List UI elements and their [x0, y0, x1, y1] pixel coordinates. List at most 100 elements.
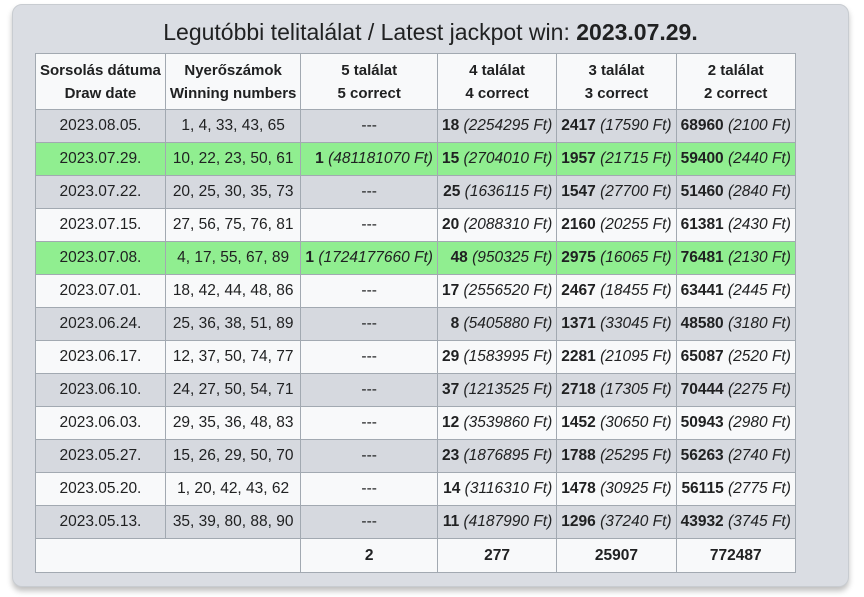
table-row: 2023.08.05. 1, 4, 33, 43, 65 --- 18 (225429… — [35, 109, 796, 143]
four-correct-cell: 20 (2088310 Ft) — [436, 208, 558, 242]
page-title: Legutóbbi telitalálat / Latest jackpot w… — [13, 19, 848, 46]
table-row: 2023.06.24. 25, 36, 38, 51, 89 --- 8 (54058… — [35, 307, 796, 341]
three-correct-cell: 1371 (33045 Ft) — [556, 307, 677, 341]
header-2-correct: 2 találat 2 correct — [675, 53, 796, 110]
winning-numbers-cell: 18, 42, 44, 48, 86 — [164, 274, 302, 308]
draw-date-cell: 2023.07.01. — [35, 274, 166, 308]
winning-numbers-cell: 4, 17, 55, 67, 89 — [164, 241, 302, 275]
three-correct-cell: 2467 (18455 Ft) — [556, 274, 677, 308]
five-correct-cell: --- — [300, 307, 438, 341]
table-row: 2023.07.29. 10, 22, 23, 50, 61 1 (48118107… — [35, 142, 796, 176]
two-correct-cell: 48580 (3180 Ft) — [675, 307, 796, 341]
draw-date-cell: 2023.07.08. — [35, 241, 166, 275]
four-correct-cell: 25 (1636115 Ft) — [436, 175, 558, 209]
header-draw-date: Sorsolás dátuma Draw date — [35, 53, 166, 110]
four-correct-cell: 17 (2556520 Ft) — [436, 274, 558, 308]
two-correct-cell: 59400 (2440 Ft) — [675, 142, 796, 176]
header-5-correct: 5 találat 5 correct — [300, 53, 438, 110]
four-correct-cell: 11 (4187990 Ft) — [436, 505, 558, 539]
three-correct-cell: 2417 (17590 Ft) — [556, 109, 677, 143]
four-correct-cell: 12 (3539860 Ft) — [436, 406, 558, 440]
five-correct-cell: --- — [300, 505, 438, 539]
two-correct-cell: 76481 (2130 Ft) — [675, 241, 796, 275]
two-correct-cell: 65087 (2520 Ft) — [675, 340, 796, 374]
table-row: 2023.07.08. 4, 17, 55, 67, 89 1 (172417766… — [35, 241, 796, 275]
draw-date-cell: 2023.05.20. — [35, 472, 166, 506]
winning-numbers-cell: 1, 4, 33, 43, 65 — [164, 109, 302, 143]
four-correct-cell: 8 (5405880 Ft) — [436, 307, 558, 341]
total-3-correct: 25907 — [556, 538, 677, 573]
winning-numbers-cell: 1, 20, 42, 43, 62 — [164, 472, 302, 506]
winning-numbers-cell: 20, 25, 30, 35, 73 — [164, 175, 302, 209]
draw-date-cell: 2023.07.15. — [35, 208, 166, 242]
two-correct-cell: 56263 (2740 Ft) — [675, 439, 796, 473]
three-correct-cell: 1452 (30650 Ft) — [556, 406, 677, 440]
table-row: 2023.05.13. 35, 39, 80, 88, 90 --- 11 (4187… — [35, 505, 796, 539]
four-correct-cell: 15 (2704010 Ft) — [436, 142, 558, 176]
five-correct-cell: --- — [300, 208, 438, 242]
winning-numbers-cell: 25, 36, 38, 51, 89 — [164, 307, 302, 341]
winning-numbers-cell: 10, 22, 23, 50, 61 — [164, 142, 302, 176]
table-row: 2023.06.10. 24, 27, 50, 54, 71 --- 37 (1213… — [35, 373, 796, 407]
total-2-correct: 772487 — [675, 538, 796, 573]
header-winning-numbers: Nyerőszámok Winning numbers — [164, 53, 302, 110]
draw-date-cell: 2023.05.13. — [35, 505, 166, 539]
total-4-correct: 277 — [436, 538, 558, 573]
two-correct-cell: 63441 (2445 Ft) — [675, 274, 796, 308]
table-body: 2023.08.05. 1, 4, 33, 43, 65 --- 18 (225429… — [35, 109, 796, 539]
three-correct-cell: 1478 (30925 Ft) — [556, 472, 677, 506]
table-row: 2023.07.22. 20, 25, 30, 35, 73 --- 25 (1636… — [35, 175, 796, 209]
two-correct-cell: 51460 (2840 Ft) — [675, 175, 796, 209]
two-correct-cell: 43932 (3745 Ft) — [675, 505, 796, 539]
table-row: 2023.07.01. 18, 42, 44, 48, 86 --- 17 (2556… — [35, 274, 796, 308]
total-5-correct: 2 — [300, 538, 438, 573]
three-correct-cell: 2975 (16065 Ft) — [556, 241, 677, 275]
three-correct-cell: 1547 (27700 Ft) — [556, 175, 677, 209]
draw-date-cell: 2023.06.24. — [35, 307, 166, 341]
title-jackpot-date: 2023.07.29. — [576, 19, 698, 45]
draw-date-cell: 2023.06.10. — [35, 373, 166, 407]
four-correct-cell: 14 (3116310 Ft) — [436, 472, 558, 506]
winning-numbers-cell: 29, 35, 36, 48, 83 — [164, 406, 302, 440]
draw-date-cell: 2023.08.05. — [35, 109, 166, 143]
five-correct-cell: --- — [300, 373, 438, 407]
draw-date-cell: 2023.07.29. — [35, 142, 166, 176]
four-correct-cell: 29 (1583995 Ft) — [436, 340, 558, 374]
table-header-row: Sorsolás dátuma Draw date Nyerőszámok Winn… — [35, 53, 796, 110]
three-correct-cell: 2281 (21095 Ft) — [556, 340, 677, 374]
three-correct-cell: 1296 (37240 Ft) — [556, 505, 677, 539]
winning-numbers-cell: 35, 39, 80, 88, 90 — [164, 505, 302, 539]
four-correct-cell: 48 (950325 Ft) — [436, 241, 558, 275]
totals-blank — [34, 538, 302, 573]
three-correct-cell: 1788 (25295 Ft) — [556, 439, 677, 473]
two-correct-cell: 56115 (2775 Ft) — [675, 472, 796, 506]
three-correct-cell: 1957 (21715 Ft) — [556, 142, 677, 176]
two-correct-cell: 50943 (2980 Ft) — [675, 406, 796, 440]
winning-numbers-cell: 27, 56, 75, 76, 81 — [164, 208, 302, 242]
table-row: 2023.06.03. 29, 35, 36, 48, 83 --- 12 (3539… — [35, 406, 796, 440]
five-correct-cell: --- — [300, 406, 438, 440]
five-correct-cell: --- — [300, 439, 438, 473]
draw-date-cell: 2023.06.17. — [35, 340, 166, 374]
table-row: 2023.06.17. 12, 37, 50, 74, 77 --- 29 (1583… — [35, 340, 796, 374]
five-correct-cell: --- — [300, 274, 438, 308]
draw-date-cell: 2023.05.27. — [35, 439, 166, 473]
header-3-correct: 3 találat 3 correct — [556, 53, 677, 110]
four-correct-cell: 37 (1213525 Ft) — [436, 373, 558, 407]
three-correct-cell: 2160 (20255 Ft) — [556, 208, 677, 242]
totals-row: 2 277 25907 772487 — [34, 538, 796, 573]
two-correct-cell: 68960 (2100 Ft) — [675, 109, 796, 143]
winning-numbers-cell: 15, 26, 29, 50, 70 — [164, 439, 302, 473]
header-4-correct: 4 találat 4 correct — [436, 53, 558, 110]
table-row: 2023.05.20. 1, 20, 42, 43, 62 --- 14 (31163… — [35, 472, 796, 506]
two-correct-cell: 61381 (2430 Ft) — [675, 208, 796, 242]
five-correct-cell: 1 (481181070 Ft) — [300, 142, 438, 176]
winning-numbers-cell: 24, 27, 50, 54, 71 — [164, 373, 302, 407]
winning-numbers-cell: 12, 37, 50, 74, 77 — [164, 340, 302, 374]
five-correct-cell: --- — [300, 340, 438, 374]
two-correct-cell: 70444 (2275 Ft) — [675, 373, 796, 407]
draw-date-cell: 2023.07.22. — [35, 175, 166, 209]
five-correct-cell: --- — [300, 175, 438, 209]
five-correct-cell: --- — [300, 109, 438, 143]
three-correct-cell: 2718 (17305 Ft) — [556, 373, 677, 407]
